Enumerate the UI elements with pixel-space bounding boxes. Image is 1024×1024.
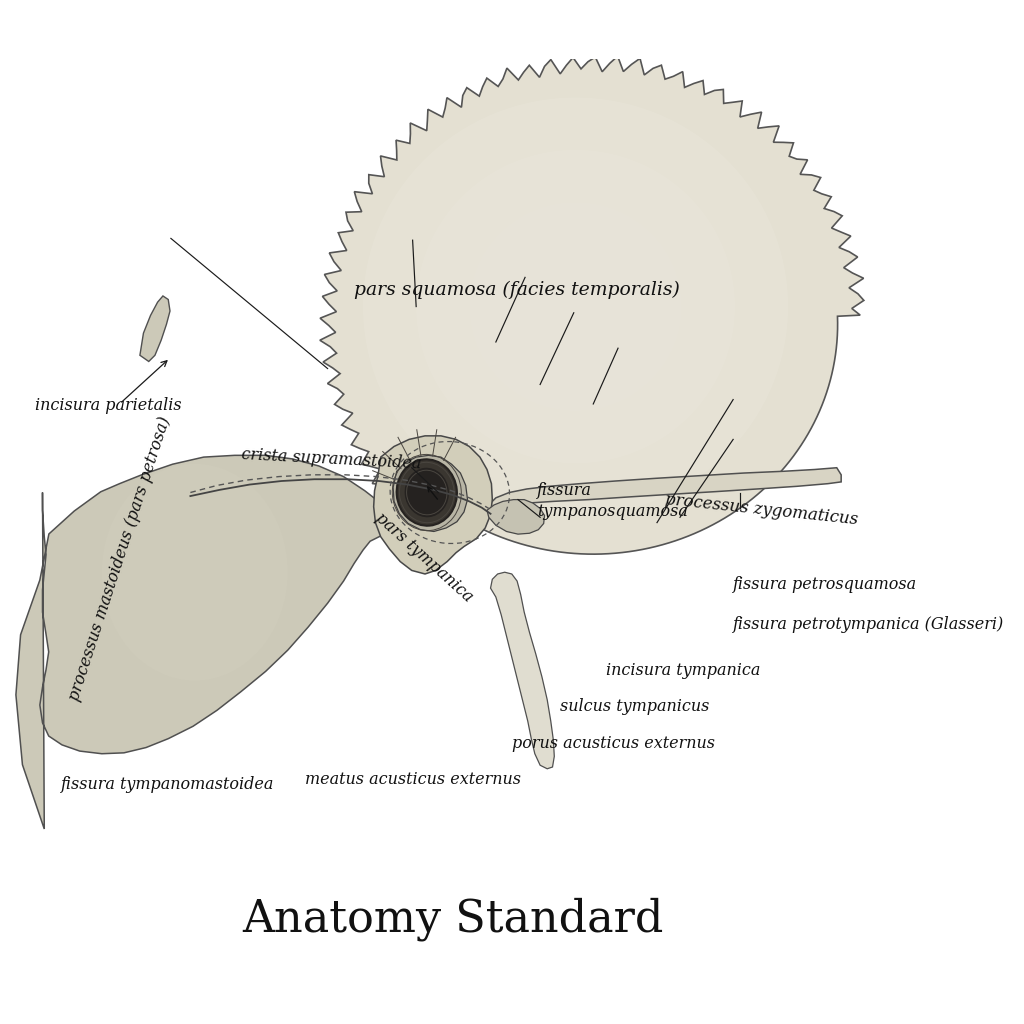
Text: pars squamosa (facies temporalis): pars squamosa (facies temporalis) [354,281,680,299]
Text: incisura tympanica: incisura tympanica [605,663,760,679]
Polygon shape [393,456,468,531]
Text: fissura petrotympanica (Glasseri): fissura petrotympanica (Glasseri) [732,615,1004,633]
Ellipse shape [364,97,788,515]
Polygon shape [490,572,554,769]
Text: sulcus tympanicus: sulcus tympanicus [560,698,710,716]
Text: Anatomy Standard: Anatomy Standard [243,897,664,941]
Polygon shape [480,468,841,521]
Text: meatus acusticus externus: meatus acusticus externus [304,771,520,788]
Text: fissura
tympanosquamosa: fissura tympanosquamosa [537,482,688,520]
Polygon shape [140,296,170,361]
Text: processus zygomaticus: processus zygomaticus [665,492,859,528]
Text: fissura tympanomastoidea: fissura tympanomastoidea [61,775,274,793]
Polygon shape [319,56,864,554]
Text: incisura parietalis: incisura parietalis [36,396,182,414]
Ellipse shape [396,460,457,525]
Ellipse shape [135,503,255,642]
Text: processus mastoideus (pars petrosa): processus mastoideus (pars petrosa) [66,415,174,703]
Polygon shape [16,456,389,829]
Polygon shape [487,500,545,535]
Text: porus acusticus externus: porus acusticus externus [512,734,716,752]
Polygon shape [374,436,493,574]
Ellipse shape [404,468,449,517]
Text: fissura petrosquamosa: fissura petrosquamosa [732,577,916,593]
Ellipse shape [416,150,735,463]
Ellipse shape [101,464,288,681]
Text: crista supramastoidea: crista supramastoidea [241,446,421,473]
Ellipse shape [469,202,682,411]
Text: pars tympanica: pars tympanica [373,509,476,605]
